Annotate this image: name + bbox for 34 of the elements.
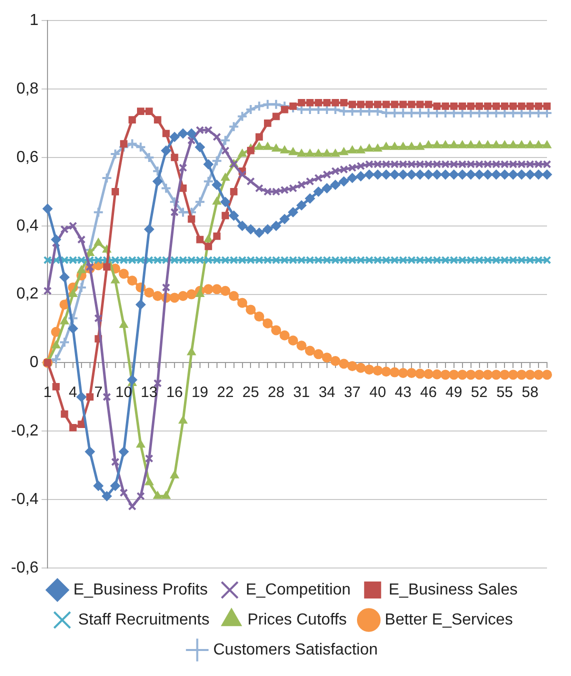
- x-tick-label: 58: [522, 384, 538, 401]
- y-tick-label: 0,4: [16, 217, 39, 234]
- x-tick-label: 1: [43, 384, 52, 401]
- x-tick-label: 19: [192, 384, 208, 401]
- legend-label: E_Business Profits: [73, 581, 208, 598]
- x-tick-label: 4: [68, 384, 78, 401]
- legend-label: Customers Satisfaction: [213, 641, 378, 658]
- y-tick-label: 0: [30, 354, 39, 372]
- x-tick-label: 28: [268, 384, 284, 401]
- legend-label: E_Competition: [246, 581, 351, 598]
- x-tick-label: 55: [496, 384, 514, 401]
- x-tick-label: 43: [394, 384, 412, 401]
- y-tick-label: 1: [30, 12, 39, 30]
- x-tick-label: 25: [242, 384, 260, 401]
- legend-label: Staff Recruitments: [78, 611, 210, 628]
- x-tick-label: 31: [293, 384, 310, 401]
- x-tick-label: 7: [94, 384, 103, 401]
- legend-label: Prices Cutoffs: [247, 611, 347, 628]
- x-tick-label: 34: [318, 384, 336, 401]
- x-tick-label: 52: [470, 384, 488, 401]
- x-tick-label: 37: [344, 384, 361, 401]
- x-tick-label: 40: [369, 384, 386, 401]
- y-tick-label: 0,2: [16, 286, 39, 303]
- x-tick-label: 46: [420, 384, 437, 401]
- x-tick-label: 16: [166, 384, 183, 401]
- legend-label: E_Business Sales: [388, 581, 518, 598]
- y-tick-label: -0,6: [10, 559, 39, 576]
- x-tick-label: 49: [446, 384, 462, 401]
- legend-label: Better E_Services: [384, 611, 513, 628]
- y-tick-label: 0,6: [16, 148, 39, 166]
- y-tick-label: 0,8: [16, 80, 39, 98]
- y-tick-label: -0,4: [10, 490, 39, 508]
- x-tick-label: 22: [216, 384, 234, 401]
- y-tick-label: -0,2: [10, 422, 39, 440]
